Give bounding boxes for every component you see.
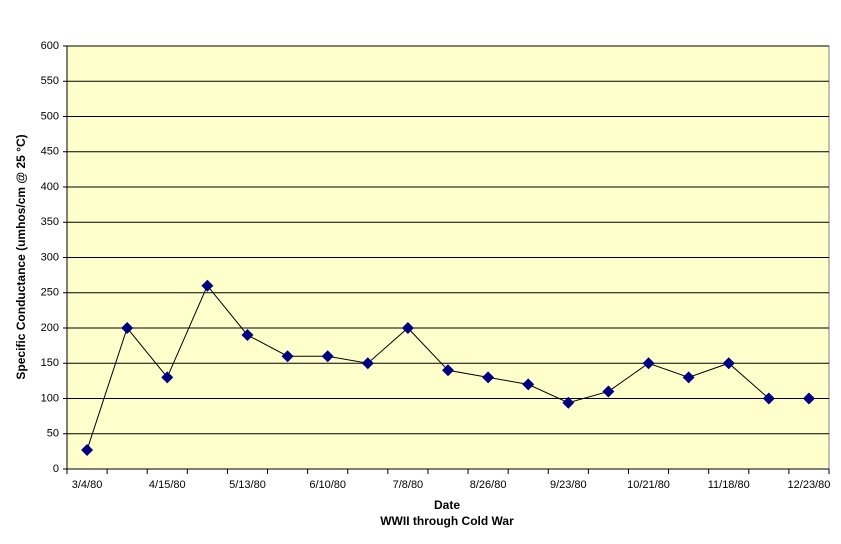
x-tick-label: 4/15/80 (149, 479, 186, 491)
x-tick-label: 10/21/80 (627, 479, 670, 491)
marker (642, 357, 655, 370)
x-tick-label: 5/13/80 (229, 479, 266, 491)
marker (201, 279, 214, 292)
marker (161, 371, 174, 384)
marker (682, 371, 695, 384)
x-tick-label: 11/18/80 (708, 479, 750, 491)
marker (321, 350, 334, 363)
x-tick-label: 6/10/80 (309, 479, 346, 491)
y-tick-label: 500 (41, 110, 59, 122)
y-tick-label: 400 (41, 181, 59, 193)
x-tick-label: 12/23/80 (788, 479, 831, 491)
marker (361, 357, 374, 370)
y-tick-label: 0 (53, 463, 59, 475)
marker (802, 392, 815, 405)
marker (482, 371, 495, 384)
x-tick-label: 7/8/80 (393, 479, 424, 491)
marker (81, 443, 94, 456)
y-tick-label: 350 (41, 216, 59, 228)
x-tick-label: 8/26/80 (470, 479, 507, 491)
marker (522, 378, 535, 391)
y-tick-label: 150 (41, 357, 59, 369)
y-axis-label: Specific Conductance (umhos/cm @ 25 °C) (14, 134, 28, 379)
y-tick-label: 250 (41, 287, 59, 299)
y-tick-label: 450 (41, 146, 59, 158)
marker (401, 322, 414, 334)
x-axis-sublabel: WWII through Cold War (380, 514, 514, 528)
x-tick-label: 3/4/80 (72, 479, 103, 491)
y-tick-label: 200 (41, 322, 59, 334)
y-tick-label: 100 (41, 392, 59, 404)
y-tick-label: 550 (41, 75, 59, 87)
marker (121, 322, 134, 334)
marker (281, 350, 294, 363)
marker (602, 385, 615, 398)
x-tick-label: 9/23/80 (550, 479, 587, 491)
marker (762, 392, 775, 405)
y-tick-label: 50 (47, 428, 59, 440)
marker (241, 329, 254, 342)
y-tick-label: 300 (41, 251, 59, 263)
marker (722, 357, 735, 370)
marker (562, 396, 575, 409)
marker (442, 364, 454, 377)
x-axis-label: Date (434, 498, 460, 512)
y-tick-label: 600 (41, 40, 59, 52)
